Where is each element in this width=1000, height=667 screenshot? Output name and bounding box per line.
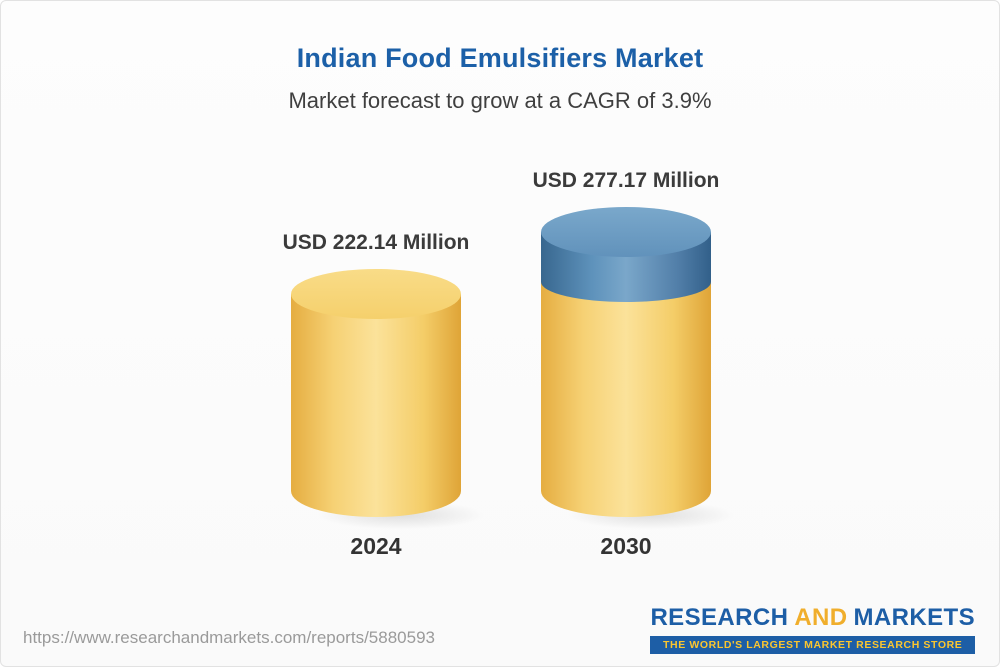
category-label-2024: 2024 xyxy=(350,533,402,559)
cylinder-2024 xyxy=(291,269,461,517)
logo-word-research: RESEARCH xyxy=(650,604,789,631)
logo-wordmark: RESEARCH AND MARKETS xyxy=(650,604,975,632)
cylinder-cap-2030 xyxy=(541,207,711,257)
logo-word-and: AND xyxy=(794,604,848,631)
cylinder-body-2024 xyxy=(291,294,461,517)
bar-2024: USD 222.14 Million xyxy=(266,231,486,517)
report-url: https://www.researchandmarkets.com/repor… xyxy=(23,628,435,647)
bar-2030: USD 277.17 Million xyxy=(516,169,736,517)
logo-word-markets: MARKETS xyxy=(853,604,975,631)
value-label-2024: USD 222.14 Million xyxy=(282,231,470,254)
value-label-2030: USD 277.17 Million xyxy=(532,169,720,192)
cylinder-2030 xyxy=(541,207,711,517)
cylinder-cap-2024 xyxy=(291,269,461,319)
researchandmarkets-logo: RESEARCH AND MARKETS THE WORLD'S LARGEST M… xyxy=(650,604,975,654)
category-label-2030: 2030 xyxy=(600,533,652,559)
chart-subtitle: Market forecast to grow at a CAGR of 3.9… xyxy=(288,88,712,113)
chart-title: Indian Food Emulsifiers Market xyxy=(296,43,704,73)
logo-tagline: THE WORLD'S LARGEST MARKET RESEARCH STOR… xyxy=(650,636,975,654)
